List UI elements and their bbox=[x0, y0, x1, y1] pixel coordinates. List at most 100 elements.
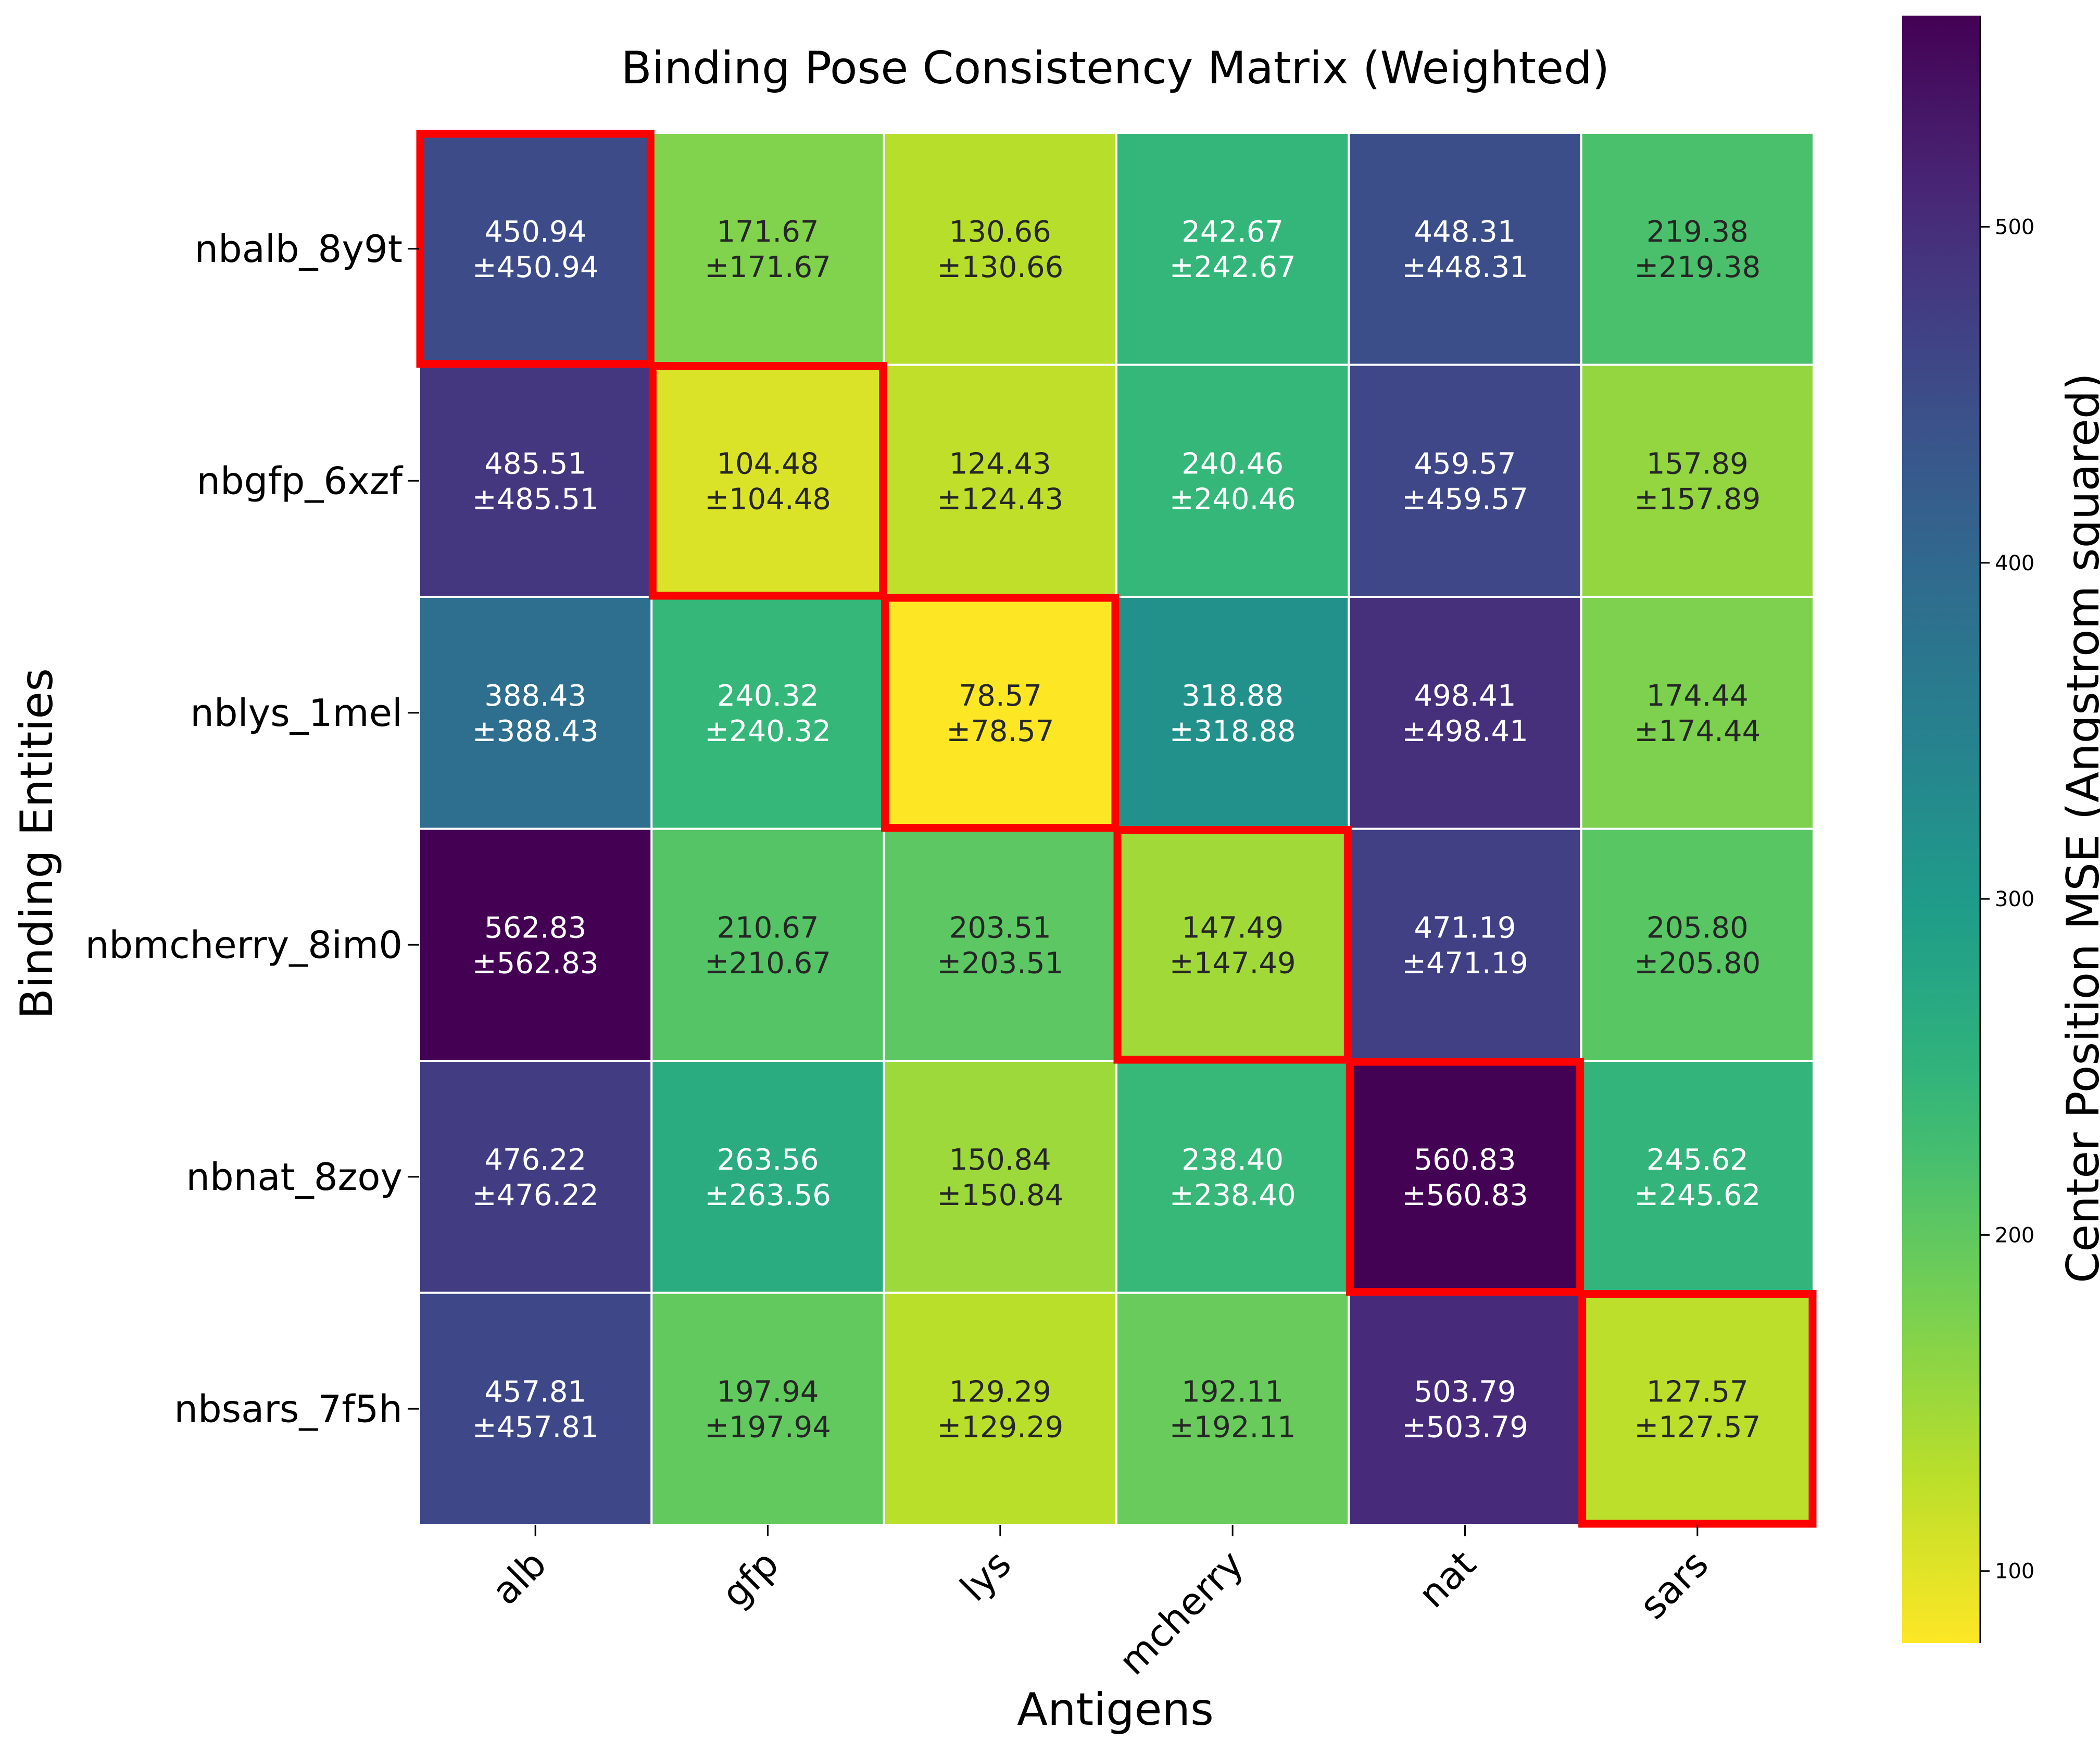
heatmap-cell bbox=[1348, 132, 1582, 366]
heatmap-cell bbox=[650, 363, 885, 598]
cell-value-label: 459.57 bbox=[1414, 447, 1516, 481]
x-tick-label: nat bbox=[1410, 1542, 1485, 1616]
cell-error-label: ±318.88 bbox=[1170, 714, 1296, 748]
cell-error-label: ±157.89 bbox=[1634, 482, 1761, 516]
cell-error-label: ±471.19 bbox=[1402, 946, 1528, 980]
cell-error-label: ±498.41 bbox=[1402, 714, 1528, 748]
cell-value-label: 448.31 bbox=[1414, 215, 1516, 249]
heatmap-cell bbox=[418, 1292, 653, 1526]
x-tick-label: lys bbox=[952, 1542, 1020, 1610]
cell-value-label: 388.43 bbox=[484, 679, 586, 713]
cell-value-label: 219.38 bbox=[1646, 215, 1749, 249]
cell-value-label: 171.67 bbox=[717, 215, 819, 249]
heatmap-cell bbox=[1580, 132, 1815, 366]
heatmap-cell bbox=[1115, 828, 1350, 1062]
y-tick-label: nblys_1mel bbox=[190, 691, 403, 735]
heatmap-cell bbox=[418, 1060, 653, 1294]
highlight-box bbox=[1113, 826, 1352, 1064]
cell-error-label: ±388.43 bbox=[472, 714, 599, 748]
cell-value-label: 127.57 bbox=[1646, 1375, 1749, 1409]
x-tick-label: sars bbox=[1631, 1542, 1717, 1628]
cell-error-label: ±503.79 bbox=[1402, 1410, 1528, 1444]
heatmap-cell bbox=[418, 596, 653, 830]
heatmap-cell bbox=[1115, 1060, 1350, 1294]
cell-value-label: 457.81 bbox=[484, 1375, 586, 1409]
cell-error-label: ±150.84 bbox=[937, 1179, 1063, 1212]
cell-value-label: 129.29 bbox=[949, 1375, 1051, 1409]
cell-value-label: 147.49 bbox=[1181, 911, 1284, 945]
cell-error-label: ±450.94 bbox=[472, 250, 599, 284]
heatmap-cell bbox=[883, 828, 1117, 1062]
cell-error-label: ±197.94 bbox=[705, 1410, 831, 1444]
chart-title: Binding Pose Consistency Matrix (Weighte… bbox=[621, 42, 1609, 94]
colorbar-tick-label: 300 bbox=[1995, 887, 2034, 911]
y-tick-label: nbsars_7f5h bbox=[174, 1387, 403, 1431]
highlight-box bbox=[881, 594, 1120, 832]
x-tick-label: alb bbox=[483, 1542, 555, 1613]
cell-value-label: 130.66 bbox=[949, 215, 1051, 249]
cell-error-label: ±242.67 bbox=[1170, 250, 1296, 284]
colorbar bbox=[1902, 16, 1980, 1643]
cell-value-label: 150.84 bbox=[949, 1143, 1051, 1177]
colorbar-tick-label: 400 bbox=[1995, 551, 2034, 575]
cell-error-label: ±192.11 bbox=[1170, 1410, 1296, 1444]
cell-error-label: ±171.67 bbox=[705, 250, 831, 284]
cell-error-label: ±130.66 bbox=[937, 250, 1063, 284]
heatmap-cell bbox=[1115, 363, 1350, 598]
y-axis-label: Binding Entities bbox=[11, 668, 63, 1019]
heatmap-cell bbox=[650, 828, 885, 1062]
cell-value-label: 263.56 bbox=[717, 1143, 819, 1177]
cell-error-label: ±485.51 bbox=[472, 482, 599, 516]
cell-error-label: ±104.48 bbox=[705, 482, 831, 516]
heatmap-cell bbox=[1348, 828, 1582, 1062]
heatmap-cell bbox=[418, 132, 653, 366]
cell-error-label: ±147.49 bbox=[1170, 946, 1296, 980]
heatmap-cell bbox=[1115, 132, 1350, 366]
x-axis-label: Antigens bbox=[1017, 1684, 1214, 1736]
cell-value-label: 240.46 bbox=[1181, 447, 1284, 481]
cell-error-label: ±210.67 bbox=[705, 946, 831, 980]
highlight-box bbox=[416, 130, 655, 368]
heatmap-cell bbox=[1348, 1060, 1582, 1294]
heatmap-cell bbox=[418, 363, 653, 598]
cell-value-label: 192.11 bbox=[1181, 1375, 1284, 1409]
x-tick-label: gfp bbox=[713, 1542, 787, 1616]
cell-error-label: ±219.38 bbox=[1634, 250, 1761, 284]
cell-value-label: 471.19 bbox=[1414, 911, 1516, 945]
cell-value-label: 210.67 bbox=[717, 911, 819, 945]
cell-error-label: ±174.44 bbox=[1634, 714, 1761, 748]
colorbar-tick-label: 200 bbox=[1995, 1223, 2034, 1247]
heatmap-cell bbox=[1115, 1292, 1350, 1526]
cell-value-label: 318.88 bbox=[1181, 679, 1284, 713]
cell-value-label: 476.22 bbox=[484, 1143, 586, 1177]
heatmap-cell bbox=[1115, 596, 1350, 830]
cell-error-label: ±448.31 bbox=[1402, 250, 1528, 284]
heatmap-cell bbox=[1580, 1060, 1815, 1294]
cell-value-label: 238.40 bbox=[1181, 1143, 1284, 1177]
cell-error-label: ±240.32 bbox=[705, 714, 831, 748]
cell-error-label: ±240.46 bbox=[1170, 482, 1296, 516]
cell-value-label: 240.32 bbox=[717, 679, 819, 713]
highlight-box bbox=[1578, 1290, 1817, 1528]
colorbar-tick-label: 500 bbox=[1995, 215, 2034, 239]
heatmap-cell bbox=[883, 132, 1117, 366]
cell-value-label: 245.62 bbox=[1646, 1143, 1749, 1177]
cell-value-label: 203.51 bbox=[949, 911, 1051, 945]
cell-error-label: ±78.57 bbox=[946, 714, 1054, 748]
cell-error-label: ±459.57 bbox=[1402, 482, 1528, 516]
heatmap-cell bbox=[883, 1292, 1117, 1526]
cell-value-label: 157.89 bbox=[1646, 447, 1749, 481]
cell-value-label: 498.41 bbox=[1414, 679, 1516, 713]
heatmap-cell bbox=[650, 1060, 885, 1294]
heatmap-cell bbox=[1348, 596, 1582, 830]
heatmap-cell bbox=[883, 1060, 1117, 1294]
cell-value-label: 78.57 bbox=[959, 679, 1042, 713]
cell-error-label: ±127.57 bbox=[1634, 1410, 1761, 1444]
heatmap-cell bbox=[1348, 1292, 1582, 1526]
cell-error-label: ±562.83 bbox=[472, 946, 599, 980]
cell-error-label: ±476.22 bbox=[472, 1179, 599, 1212]
cell-value-label: 124.43 bbox=[949, 447, 1051, 481]
cell-value-label: 562.83 bbox=[484, 911, 586, 945]
